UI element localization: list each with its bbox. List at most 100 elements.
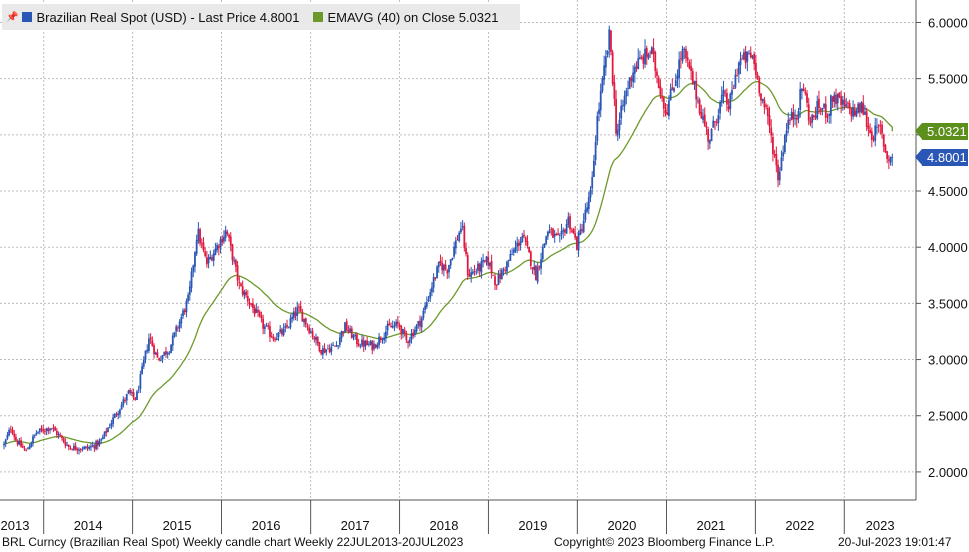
candle-body <box>494 276 496 286</box>
candle-body <box>142 359 145 367</box>
candle-body <box>219 239 222 248</box>
legend-swatch-ema <box>313 12 324 22</box>
candle-body <box>98 441 101 445</box>
candle-body <box>67 444 70 448</box>
candle-body <box>175 326 178 332</box>
candle-body <box>649 52 652 54</box>
candle-body <box>685 48 687 59</box>
candle-body <box>523 234 525 237</box>
candle-body <box>674 80 677 87</box>
candle-body <box>577 233 580 251</box>
candle-body <box>722 89 725 96</box>
candle-body <box>758 78 761 94</box>
candle-body <box>690 66 692 71</box>
candle-body <box>741 58 744 60</box>
candle-body <box>270 336 273 338</box>
candle-body <box>881 124 883 134</box>
candle-body <box>64 441 67 446</box>
candle-body <box>73 445 75 450</box>
candle-body <box>468 274 471 277</box>
candle-body <box>93 445 96 449</box>
candle-body <box>632 72 635 83</box>
candle-body <box>407 341 409 344</box>
candle-body <box>480 261 483 273</box>
candle-body <box>366 340 369 346</box>
pin-icon[interactable]: 📌 <box>6 11 19 23</box>
candle-body <box>644 48 646 65</box>
candle-body <box>891 157 894 159</box>
candle-body <box>425 302 428 307</box>
candle-body <box>315 336 317 341</box>
candle-body <box>848 103 851 109</box>
candle-body <box>159 360 162 362</box>
candle-body <box>621 105 624 107</box>
candle-body <box>44 431 46 433</box>
x-tick-label: 2013 <box>1 518 30 533</box>
candle-body <box>197 229 200 242</box>
candle-body <box>115 414 118 415</box>
candle-body <box>535 265 537 281</box>
candle-body <box>456 239 459 241</box>
candle-body <box>449 259 452 266</box>
candle-body <box>223 236 225 242</box>
candle-body <box>83 446 86 450</box>
candle-body <box>630 78 633 81</box>
legend-item-price[interactable]: Brazilian Real Spot (USD) - Last Price 4… <box>22 10 299 25</box>
candle-body <box>819 109 822 112</box>
candle-body <box>668 100 670 116</box>
candle-body <box>47 428 50 431</box>
candle-body <box>567 216 570 225</box>
candle-body <box>69 447 72 449</box>
candle-body <box>736 75 739 77</box>
candle-body <box>642 56 645 64</box>
candle-body <box>311 331 314 337</box>
candle-body <box>231 244 234 261</box>
candle-body <box>705 125 708 128</box>
candle-body <box>90 446 92 448</box>
candle-body <box>30 443 33 447</box>
candle-body <box>591 176 594 189</box>
candle-body <box>248 302 251 304</box>
candle-body <box>760 93 762 101</box>
candle-body <box>509 254 512 261</box>
candle-body <box>683 48 686 50</box>
candle-body <box>286 324 288 327</box>
candle-body <box>233 260 236 262</box>
candle-body <box>66 444 68 446</box>
candle-body <box>228 234 230 238</box>
candle-body <box>57 434 60 436</box>
candle-body <box>749 52 752 58</box>
candle-body <box>625 90 628 97</box>
candle-body <box>441 262 444 271</box>
candle-body <box>529 251 532 266</box>
legend-item-ema[interactable]: EMAVG (40) on Close 5.0321 <box>313 10 498 25</box>
candle-body <box>708 140 711 144</box>
candle-body <box>192 265 195 272</box>
candle-body <box>843 99 846 107</box>
candle-body <box>756 74 759 79</box>
candle-body <box>794 117 796 119</box>
candle-body <box>593 160 595 177</box>
candle-body <box>234 259 237 267</box>
candle-body <box>178 321 181 329</box>
candle-body <box>185 300 188 313</box>
candle-body <box>413 330 416 335</box>
axes: 2.00002.50003.00003.50004.00004.50005.00… <box>0 0 968 534</box>
candle-body <box>35 432 38 435</box>
candle-body <box>500 269 503 280</box>
candle-body <box>681 48 684 61</box>
candle-body <box>862 103 865 115</box>
candle-body <box>105 430 108 433</box>
candle-body <box>304 318 307 325</box>
candle-body <box>209 256 212 259</box>
candle-body <box>570 230 573 232</box>
candle-body <box>492 274 495 276</box>
candle-body <box>698 99 701 114</box>
candle-body <box>183 310 186 313</box>
candle-body <box>628 77 631 89</box>
candle-body <box>475 271 478 273</box>
candle-body <box>25 449 28 451</box>
candle-body <box>552 228 554 238</box>
last-price-tag: 4.8001 <box>915 148 968 166</box>
